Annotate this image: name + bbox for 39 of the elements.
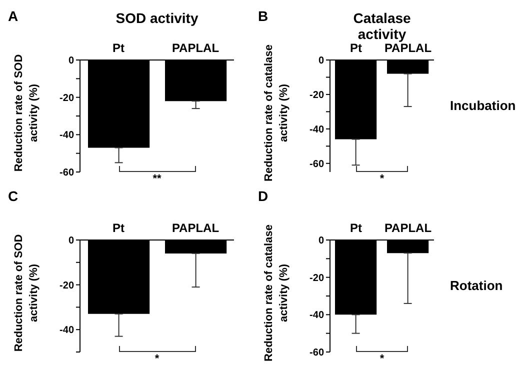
- y-tick-label: -60: [310, 348, 324, 359]
- y-tick-label: -20: [60, 92, 74, 104]
- y-tick-label: 0: [68, 236, 74, 247]
- x-tick-label: PAPLAL: [384, 41, 432, 55]
- y-axis-title: Reduction rate of SOD activity (%): [12, 53, 41, 174]
- y-tick-label: -20: [60, 280, 74, 292]
- y-tick-label: 0: [318, 56, 324, 67]
- y-tick-label: -20: [310, 272, 324, 284]
- text: D: [258, 188, 268, 204]
- text: A: [8, 8, 18, 24]
- y-axis-title: Reduction rate of catalase activity (%): [262, 44, 291, 182]
- text: B: [258, 8, 268, 24]
- x-tick-label: PAPLAL: [172, 221, 220, 235]
- y-axis-title: Reduction rate of SOD activity (%): [12, 233, 41, 354]
- text: C: [8, 188, 18, 204]
- text: *: [154, 353, 160, 365]
- text: *: [378, 353, 386, 365]
- y-axis-title: Reduction rate of catalase activity (%): [262, 224, 291, 362]
- x-tick-label: Pt: [350, 41, 362, 55]
- y-tick-label: -20: [310, 90, 324, 102]
- chart-title: SOD activity: [114, 10, 200, 26]
- y-tick-label: -40: [310, 124, 324, 136]
- x-tick-label: Pt: [112, 41, 125, 55]
- y-tick-label: -40: [310, 310, 324, 322]
- x-tick-label: PAPLAL: [384, 221, 432, 235]
- chart-title: Catalase activity: [352, 10, 412, 42]
- y-tick-label: -60: [310, 158, 324, 170]
- y-tick-label: -60: [60, 168, 74, 179]
- y-tick-label: -40: [60, 325, 74, 336]
- text: Rotation: [450, 278, 503, 293]
- text: **: [152, 173, 162, 185]
- y-tick-label: 0: [68, 56, 74, 67]
- x-tick-label: Pt: [350, 221, 362, 235]
- text: Incubation: [450, 98, 516, 113]
- x-tick-label: Pt: [112, 221, 125, 235]
- text: *: [378, 173, 386, 185]
- y-tick-label: 0: [318, 236, 324, 247]
- y-tick-label: -40: [60, 130, 74, 142]
- x-tick-label: PAPLAL: [172, 41, 220, 55]
